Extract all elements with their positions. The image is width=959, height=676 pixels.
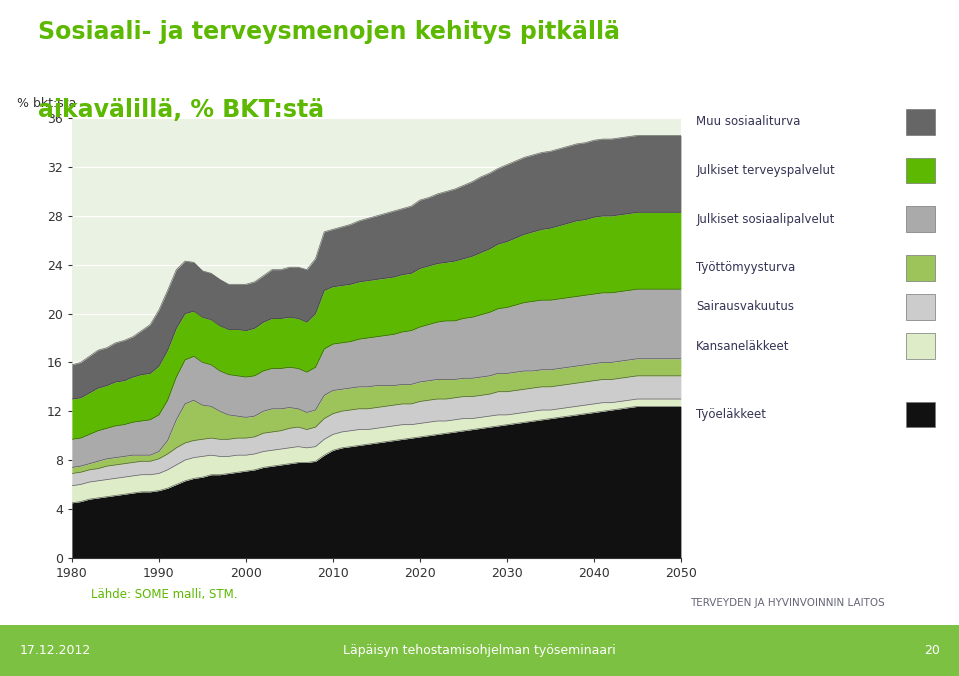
Text: Työttömyysturva: Työttömyysturva xyxy=(696,261,795,274)
Text: Lähde: SOME malli, STM.: Lähde: SOME malli, STM. xyxy=(91,588,238,602)
Text: 20: 20 xyxy=(924,644,940,657)
Text: aikavälillä, % BKT:stä: aikavälillä, % BKT:stä xyxy=(38,98,324,122)
Text: Sairausvakuutus: Sairausvakuutus xyxy=(696,300,794,314)
Text: Läpäisyn tehostamisohjelman työseminaari: Läpäisyn tehostamisohjelman työseminaari xyxy=(343,644,616,657)
Text: Kansaneläkkeet: Kansaneläkkeet xyxy=(696,339,789,353)
Text: Julkiset terveyspalvelut: Julkiset terveyspalvelut xyxy=(696,164,835,177)
Text: Muu sosiaaliturva: Muu sosiaaliturva xyxy=(696,115,801,128)
Text: Julkiset sosiaalipalvelut: Julkiset sosiaalipalvelut xyxy=(696,212,834,226)
Text: % bkt:sta: % bkt:sta xyxy=(17,97,77,110)
Text: Sosiaali- ja terveysmenojen kehitys pitkällä: Sosiaali- ja terveysmenojen kehitys pitk… xyxy=(38,20,620,45)
Text: Työeläkkeet: Työeläkkeet xyxy=(696,408,766,421)
Text: TERVEYDEN JA HYVINVOINNIN LAITOS: TERVEYDEN JA HYVINVOINNIN LAITOS xyxy=(690,598,885,608)
Text: 17.12.2012: 17.12.2012 xyxy=(19,644,90,657)
